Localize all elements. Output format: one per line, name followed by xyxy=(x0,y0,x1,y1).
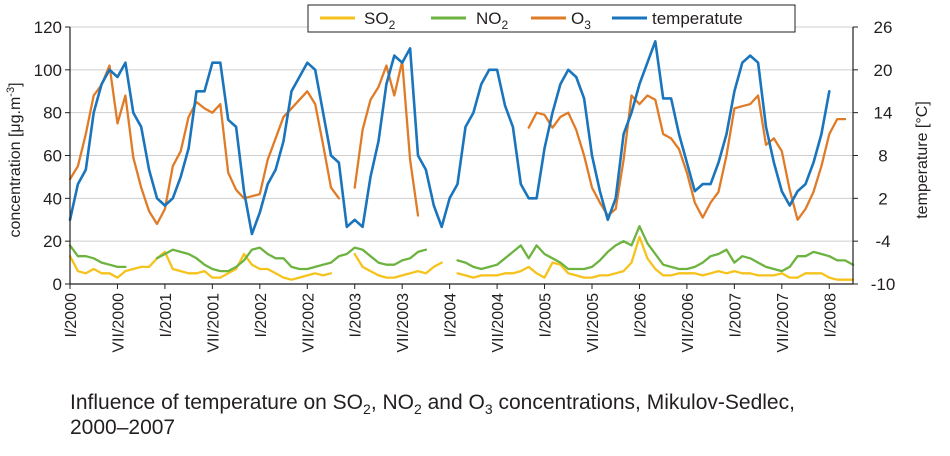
y-tick-label: 80 xyxy=(43,104,62,123)
y-tick-label: 100 xyxy=(34,61,62,80)
x-tick-label: I/2007 xyxy=(727,293,744,338)
chart-caption: Influence of temperature on SO2, NO2 and… xyxy=(70,391,795,439)
legend-label-o3: O3 xyxy=(571,9,591,32)
legend: SO2 NO2 O3 temperatute xyxy=(307,4,796,33)
y-axis-title: concentration [μg.m-3] xyxy=(5,82,24,237)
x-tick-label: VII/2006 xyxy=(680,293,697,353)
y2-tick-label: 14 xyxy=(874,104,893,123)
x-tick-label: VII/2005 xyxy=(585,293,602,353)
tick-labels: 0 20 40 60 80 100 120 -10 -4 2 8 14 20 26 I/2000 VII/20… xyxy=(34,18,896,353)
y-tick-label: 40 xyxy=(43,189,62,208)
series-line-so2 xyxy=(68,235,855,281)
y2-axis-title: temperature [°C] xyxy=(914,101,931,219)
y2-tick-label: -10 xyxy=(871,275,896,294)
legend-label-temperature: temperatute xyxy=(652,9,743,28)
series-line-no2 xyxy=(68,225,855,273)
y2-tick-label: -4 xyxy=(875,232,890,251)
y-tick-label: 0 xyxy=(53,275,62,294)
legend-label-no2: NO2 xyxy=(476,9,509,32)
x-tick-label: VII/2007 xyxy=(775,293,792,353)
x-tick-label: VII/2001 xyxy=(205,293,222,353)
legend-box xyxy=(307,4,796,33)
y2-tick-label: 2 xyxy=(878,189,887,208)
y2-tick-label: 8 xyxy=(878,147,887,166)
x-tick-label: I/2001 xyxy=(158,293,175,338)
legend-label-so2: SO2 xyxy=(364,9,396,32)
x-tick-label: I/2004 xyxy=(443,293,460,338)
y2-tick-label: 26 xyxy=(874,18,893,37)
x-tick-label: I/2000 xyxy=(63,293,80,338)
x-tick-label: VII/2004 xyxy=(490,293,507,353)
x-tick-label: VII/2002 xyxy=(300,293,317,353)
grid xyxy=(70,26,853,242)
series-line-o3 xyxy=(68,60,847,226)
series-line-temperature xyxy=(68,40,831,236)
x-tick-label: I/2003 xyxy=(348,293,365,338)
x-tick-label: I/2008 xyxy=(822,293,839,338)
series-lines xyxy=(68,40,855,281)
y2-tick-label: 20 xyxy=(874,61,893,80)
x-tick-label: VII/2003 xyxy=(395,293,412,353)
y-tick-label: 60 xyxy=(43,147,62,166)
x-tick-label: I/2006 xyxy=(632,293,649,338)
axes xyxy=(65,26,858,289)
chart: 0 20 40 60 80 100 120 -10 -4 2 8 14 20 26 I/2000 VII/20… xyxy=(5,4,931,353)
x-tick-label: I/2005 xyxy=(538,293,555,338)
x-tick-label: I/2002 xyxy=(253,293,270,338)
x-tick-label: VII/2000 xyxy=(110,293,127,353)
y-tick-label: 20 xyxy=(43,232,62,251)
y-tick-label: 120 xyxy=(34,18,62,37)
